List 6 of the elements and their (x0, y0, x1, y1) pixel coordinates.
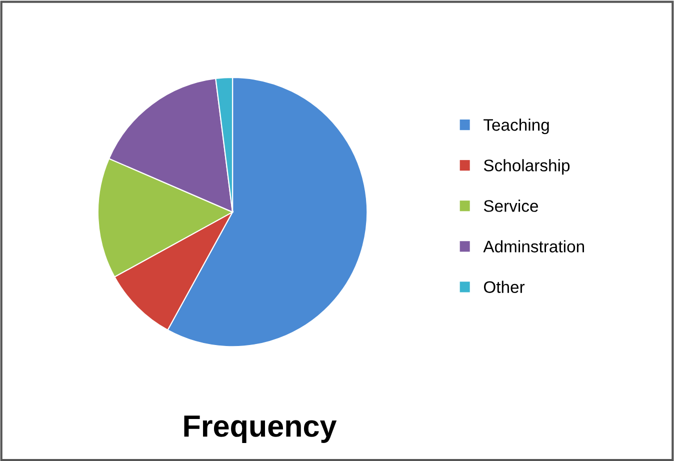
legend-label: Teaching (484, 118, 549, 134)
legend-label: Other (484, 280, 525, 293)
legend-label: Adminstration (483, 240, 584, 252)
legend-label: Service (484, 200, 538, 212)
legend-label: Scholarship (484, 159, 570, 175)
text: Frequency (184, 416, 337, 443)
